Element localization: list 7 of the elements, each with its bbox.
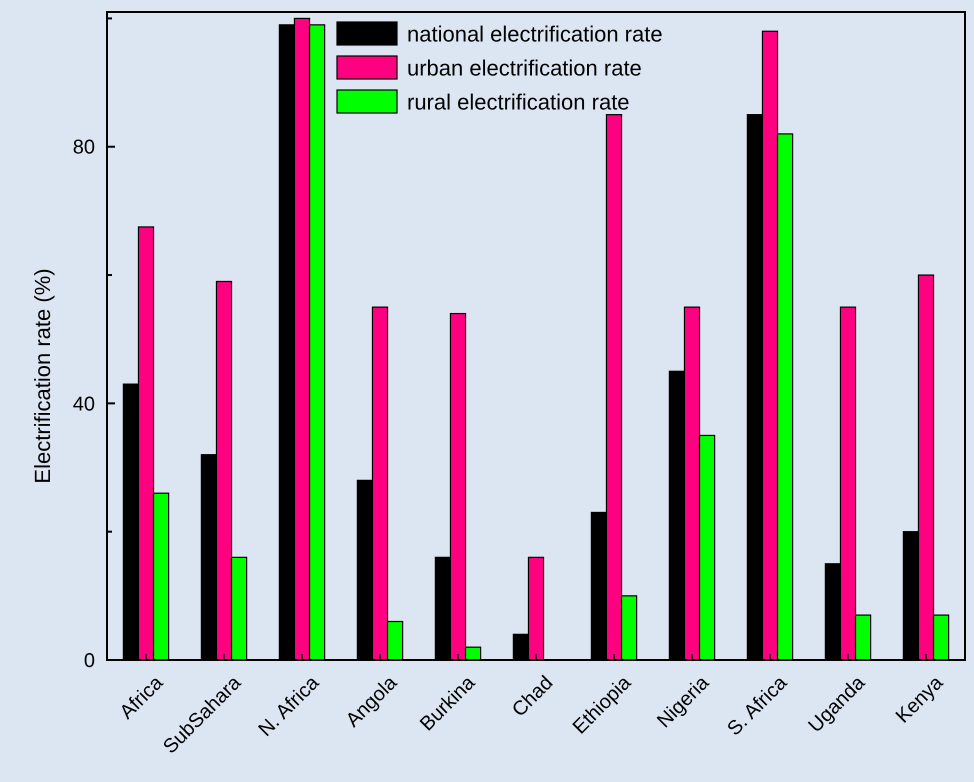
legend-label: urban electrification rate — [407, 56, 642, 81]
y-tick-label: 80 — [72, 136, 95, 159]
y-tick-label: 0 — [84, 650, 95, 672]
y-axis-title: Electrification rate (%) — [30, 268, 55, 484]
y-tick-label: 40 — [72, 393, 95, 416]
legend-label: national electrification rate — [407, 22, 663, 47]
legend-label: rural electrification rate — [407, 90, 630, 115]
